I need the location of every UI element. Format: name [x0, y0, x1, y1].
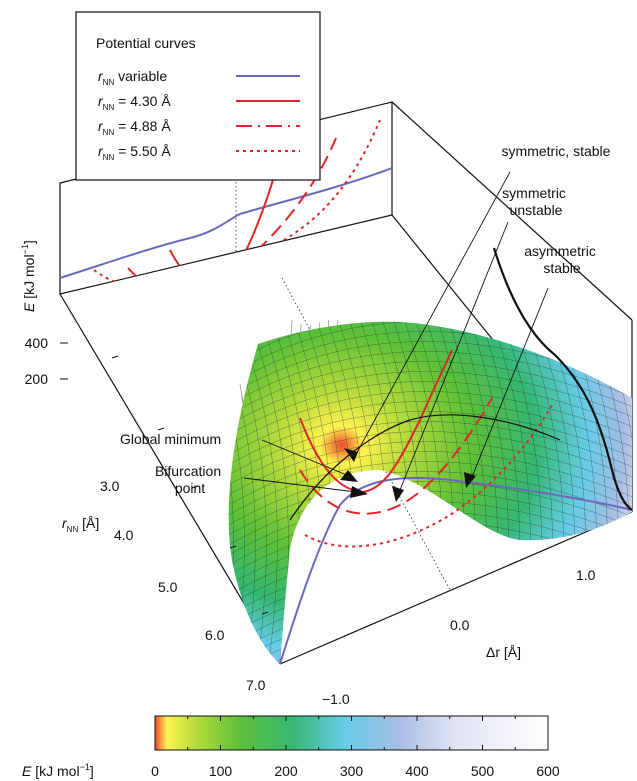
rnn-tick-label: 4.0 [114, 527, 134, 543]
rnn-axis-label: rNN [Å] [62, 515, 99, 534]
rnn-tick-label: 5.0 [158, 579, 178, 595]
legend-entry-label: rNN variable [98, 68, 167, 87]
mesh-line [228, 361, 632, 421]
arrowhead-bifurcation [350, 486, 368, 498]
legend: Potential curves rNN variable rNN = 4.30 … [75, 11, 321, 181]
curve-rnn-variable [60, 167, 392, 279]
legend-entry-label: rNN = 5.50 Å [98, 143, 171, 162]
leader-bifurcation [243, 477, 357, 493]
box-edge-right-top [391, 101, 633, 321]
mesh-line [228, 391, 632, 451]
dr-axis: −1.0 0.0 1.0 [322, 567, 596, 707]
energy-axis: 400 200 E [kJ mol−1] [20, 240, 68, 387]
colorbar-gradient [154, 715, 549, 751]
surface-curve-asymmetric [492, 247, 633, 511]
legend-entry-label: rNN = 4.88 Å [98, 118, 171, 137]
arrowhead-symmetric-stable [344, 448, 358, 462]
legend-title: Potential curves [96, 35, 196, 51]
mesh-line [228, 631, 632, 664]
colorbar-tick-label: 0 [151, 763, 159, 779]
annotation-global-minimum: Global minimum [120, 431, 221, 447]
rnn-tick [229, 545, 237, 549]
mesh-line [228, 401, 632, 461]
colorbar: 0 100 200 300 400 500 600 E [kJ mol−1] [22, 715, 560, 779]
annotation-symmetric-stable: symmetric, stable [502, 143, 611, 159]
colorbar-tick-label: 200 [274, 763, 298, 779]
arrowhead-symmetric-unstable [392, 486, 404, 502]
mesh-line [228, 431, 632, 491]
mesh-line [228, 441, 632, 501]
arrowhead-global-minimum [340, 470, 358, 482]
mesh-line [156, 300, 200, 700]
leader-global-minimum [261, 439, 355, 479]
mesh-line [228, 451, 632, 511]
mesh-line [228, 371, 632, 431]
colorbar-tick-label: 300 [340, 763, 364, 779]
annotation-arrowheads [340, 448, 476, 502]
energy-tick-label-400: 400 [25, 335, 49, 351]
rnn-tick [261, 611, 269, 615]
mesh-line [228, 421, 632, 481]
rnn-axis: 3.0 4.0 5.0 6.0 7.0 [100, 355, 269, 693]
box-edge-rnn-axis [59, 293, 281, 665]
annotation-bifurcation: Bifurcation point [155, 463, 225, 496]
leader-symmetric-stable [353, 171, 511, 459]
leader-asymmetric-stable [469, 287, 549, 483]
rnn-tick-label: 6.0 [205, 627, 225, 643]
colorbar-label: E [kJ mol−1] [22, 762, 94, 779]
mesh-line [228, 641, 632, 664]
rnn-tick-label: 3.0 [100, 478, 120, 494]
energy-tick-label-200: 200 [25, 371, 49, 387]
surface-curves [279, 247, 633, 665]
surface-curve-4.30 [299, 349, 453, 494]
dr-tick-label: 1.0 [576, 567, 596, 583]
mesh-line [228, 411, 632, 471]
legend-entry-label: rNN = 4.30 Å [98, 93, 171, 112]
colorbar-ticks: 0 100 200 300 400 500 600 [151, 716, 560, 779]
legend-entries: rNN variable rNN = 4.30 Å rNN = 4.88 Å rNN … [98, 68, 300, 162]
annotation-asymmetric-stable: asymmetric stable [524, 243, 599, 276]
surface-fill [228, 321, 632, 664]
rnn-tick [111, 355, 119, 359]
colorbar-tick-label: 400 [405, 763, 429, 779]
mesh-line [228, 471, 632, 531]
rnn-tick [191, 485, 199, 489]
dr-axis-label: Δr [Å] [486, 644, 521, 660]
mesh-line [228, 661, 632, 664]
colorbar-tick-label: 500 [471, 763, 495, 779]
rnn-tick [157, 427, 165, 431]
annotation-symmetric-unstable: symmetric unstable [502, 185, 570, 218]
surface-curve-symmetric-stable [289, 414, 561, 521]
colorbar-tick-label: 600 [536, 763, 560, 779]
dr-tick-label: 0.0 [450, 617, 470, 633]
leader-symmetric-unstable [399, 221, 509, 491]
rnn-tick-label: 7.0 [246, 677, 266, 693]
surface-curve-5.50 [304, 404, 553, 548]
mesh-line [228, 651, 632, 664]
mesh-line [228, 381, 632, 441]
arrowhead-asymmetric-stable [464, 472, 476, 488]
colorbar-tick-label: 100 [209, 763, 233, 779]
box-edge-dr-axis [279, 511, 633, 665]
mesh-line [134, 300, 178, 700]
energy-surface [134, 247, 633, 700]
energy-axis-label: E [kJ mol−1] [20, 240, 37, 312]
surface-curve-4.88 [299, 397, 493, 515]
annotation-leaders [243, 171, 549, 493]
mesh-line [228, 351, 632, 411]
dr-tick-label: −1.0 [322, 691, 350, 707]
